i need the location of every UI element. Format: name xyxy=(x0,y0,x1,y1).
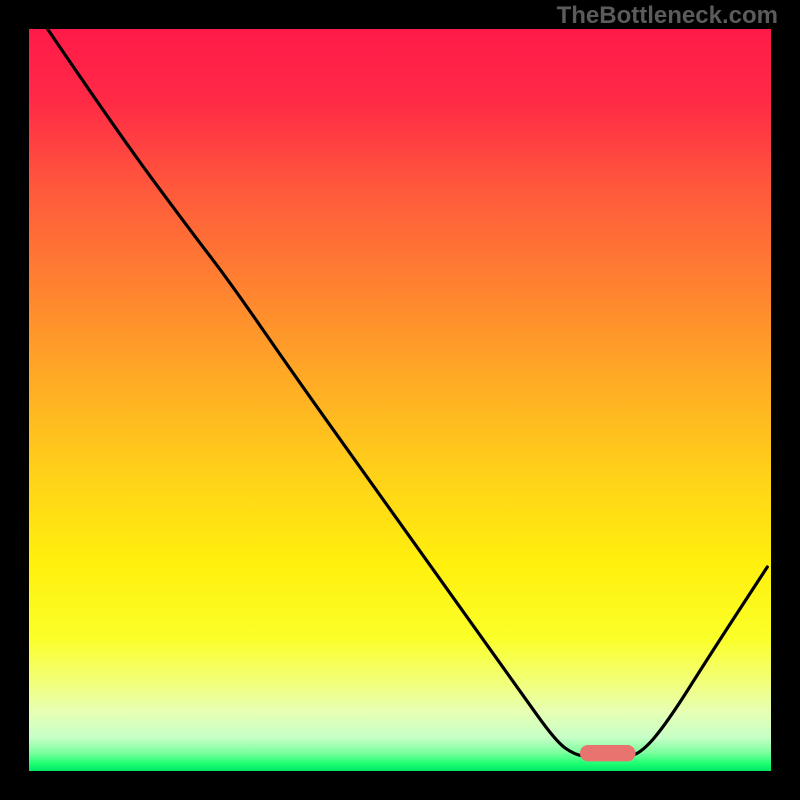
watermark-text: TheBottleneck.com xyxy=(557,2,778,30)
chart-marker xyxy=(580,745,636,761)
chart-background xyxy=(29,29,771,771)
chart-plot-area xyxy=(29,29,771,771)
chart-svg xyxy=(29,29,771,771)
